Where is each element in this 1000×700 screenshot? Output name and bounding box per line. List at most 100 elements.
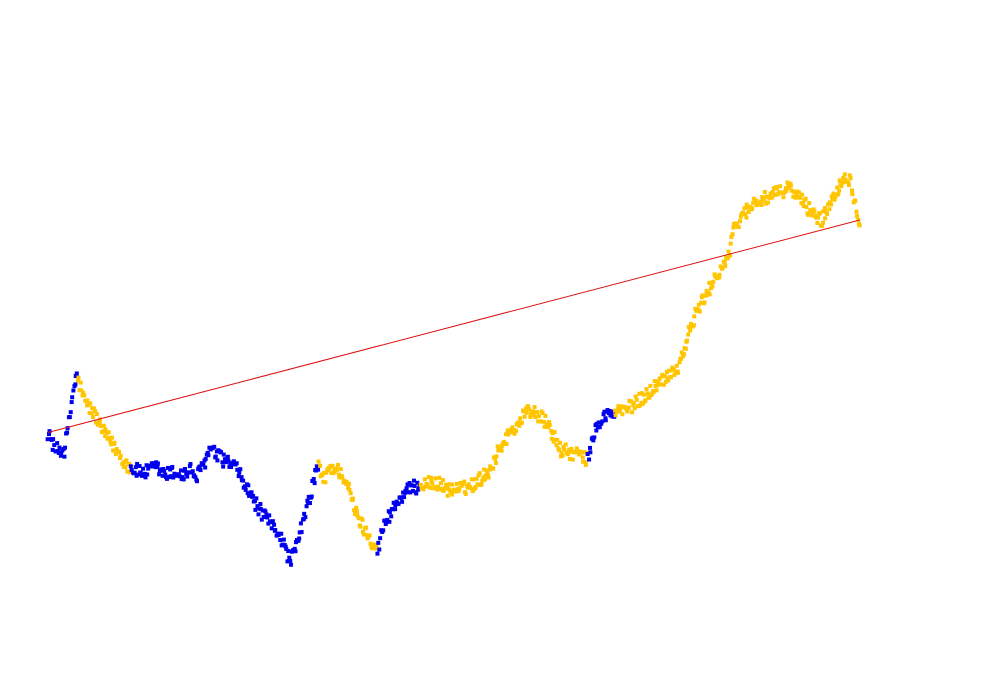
scatter-point [617,409,622,414]
scatter-point [110,435,115,440]
scatter-point [215,458,220,463]
scatter-point [375,551,380,556]
scatter-point [531,409,536,414]
scatter-point [234,461,239,466]
scatter-point [88,401,93,406]
scatter-point [825,211,830,216]
scatter-point [809,208,814,213]
scatter-point [47,429,52,434]
scatter-point [541,419,546,424]
scatter-point [252,499,257,504]
scatter-point [165,465,170,470]
scatter-point [800,192,805,197]
scatter-point [603,418,608,423]
scatter-point [316,459,321,464]
scatter-point [170,464,175,469]
scatter-point [692,314,697,319]
scatter-point [771,186,776,191]
scatter-point [518,416,523,421]
scatter-point [738,214,743,219]
scatter-point [631,403,636,408]
scatter-point [674,363,679,368]
scatter-point [711,279,716,284]
scatter-point [151,464,156,469]
scatter-point [702,300,707,305]
scatter-point [569,446,574,451]
scatter-point [807,201,812,206]
scatter-point [456,488,461,493]
scatter-point [640,401,645,406]
scatter-point [810,212,815,217]
scatter-point [638,403,643,408]
scatter-point [305,498,310,503]
scatter-point [620,412,625,417]
scatter-point [430,481,435,486]
scatter-point [198,468,203,473]
scatter-point [294,540,298,545]
scatter-point [378,536,383,541]
scatter-point [855,213,860,218]
scatter-point [309,494,314,499]
scatter-point [484,468,489,473]
scatter-point [409,483,414,488]
scatter-point [438,481,443,486]
scatter-point [565,452,570,457]
scatter-point [336,462,341,467]
scatter-point [448,489,453,494]
scatter-point [203,465,208,470]
scatter-point [536,414,541,419]
scatter-point [729,234,734,239]
scatter-point [364,525,369,530]
scatter-point [709,281,714,286]
scatter-point [249,490,254,495]
scatter-point [762,189,767,194]
scatter-point [340,475,345,480]
scatter-point [576,452,581,457]
scatter-point [685,338,690,343]
scatter-point [466,482,471,487]
scatter-point [281,537,286,542]
scatter-point [835,185,840,190]
scatter-point [837,178,842,183]
scatter-point [846,180,851,185]
scatter-point [63,445,68,450]
scatter-point [827,200,832,205]
scatter-point [128,464,133,469]
scatter-point [567,447,572,452]
scatter-point [96,422,101,427]
scatter-point [435,487,440,492]
scatter-point [801,204,806,209]
scatter-point [517,423,522,428]
scatter-point [601,412,606,417]
scatter-point [239,475,244,480]
scatter-point [212,444,217,449]
scatter-point [328,463,333,468]
scatter-point [562,447,567,452]
scatter-point [734,222,739,227]
scatter-point [823,216,828,221]
scatter-point [374,543,379,548]
scatter-point [296,538,301,543]
scatter-point [549,429,554,434]
scatter-point [355,513,360,518]
scatter-point [663,379,668,384]
scatter-point [767,195,772,200]
scatter-point [773,192,778,197]
scatter-point [728,253,733,258]
scatter-point [794,195,798,200]
scatter-point [254,496,259,501]
scatter-point [613,413,618,418]
scatter-point [428,485,433,490]
scatter-point [163,472,168,477]
scatter-point [408,490,413,495]
scatter-point [224,460,229,465]
scatter-point [69,400,74,405]
scatter-point [653,384,658,388]
scatter-point [298,521,303,526]
scatter-point [806,212,811,217]
scatter-point [445,485,450,490]
scatter-point [272,522,277,527]
scatter-point [667,368,672,373]
scatter-point [655,383,660,388]
scatter-point [535,410,540,415]
